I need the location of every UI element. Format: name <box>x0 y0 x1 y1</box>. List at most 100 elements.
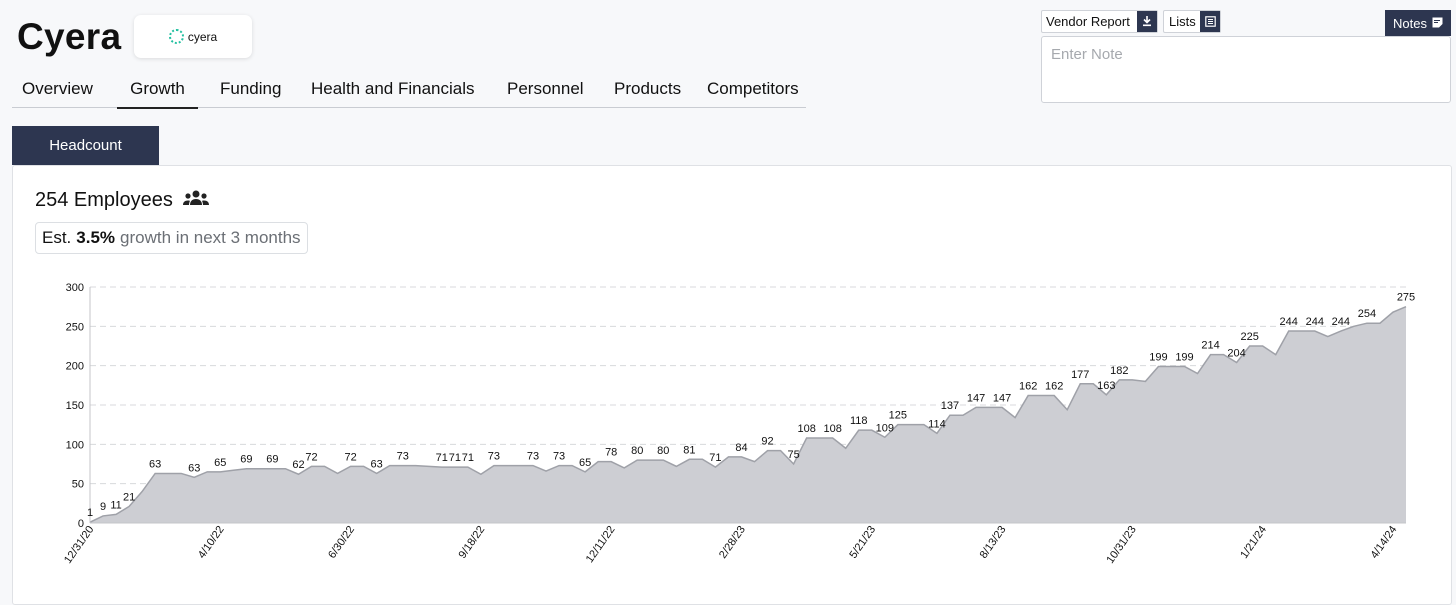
data-label: 81 <box>683 444 695 456</box>
data-label: 162 <box>1019 381 1037 393</box>
data-label: 199 <box>1149 351 1167 363</box>
tab-personnel[interactable]: Personnel <box>507 79 584 98</box>
vendor-report-button[interactable]: Vendor Report <box>1041 10 1158 33</box>
tab-overview[interactable]: Overview <box>22 79 93 98</box>
data-label: 225 <box>1240 331 1258 343</box>
y-tick-label: 300 <box>66 282 84 294</box>
tab-headcount[interactable]: Headcount <box>12 126 159 165</box>
data-label: 147 <box>967 392 985 404</box>
y-tick-label: 50 <box>72 479 84 491</box>
vendor-report-label: Vendor Report <box>1046 14 1130 29</box>
logo-text: cyera <box>187 29 218 44</box>
data-label: 71 <box>709 452 721 464</box>
data-label: 204 <box>1227 348 1245 360</box>
x-tick-label: 9/18/22 <box>456 524 487 561</box>
data-label: 114 <box>928 418 946 430</box>
employee-count: 254 Employees <box>35 189 209 212</box>
headcount-area <box>90 306 1406 523</box>
data-label: 71 <box>449 452 461 464</box>
data-label: 244 <box>1280 316 1298 328</box>
x-tick-label: 8/13/23 <box>978 524 1009 561</box>
data-label: 63 <box>371 458 383 470</box>
y-tick-label: 200 <box>66 361 84 373</box>
data-label: 118 <box>850 415 868 427</box>
tab-bar: Overview Growth Funding Health and Finan… <box>12 75 806 109</box>
lists-label: Lists <box>1169 14 1196 29</box>
lists-button[interactable]: Lists <box>1163 10 1221 33</box>
list-icon <box>1200 11 1220 32</box>
data-label: 80 <box>657 445 669 457</box>
tab-funding[interactable]: Funding <box>220 79 282 98</box>
data-label: 109 <box>876 422 894 434</box>
data-label: 21 <box>123 491 135 503</box>
data-label: 177 <box>1071 369 1089 381</box>
data-label: 71 <box>436 452 448 464</box>
x-tick-label: 5/21/23 <box>847 524 878 561</box>
data-label: 65 <box>214 457 226 469</box>
data-label: 244 <box>1306 316 1324 328</box>
growth-estimate-badge: Est. 3.5% growth in next 3 months <box>35 222 308 254</box>
company-name: Cyera <box>17 16 122 57</box>
data-label: 147 <box>993 392 1011 404</box>
data-label: 73 <box>553 451 565 463</box>
data-label: 199 <box>1175 351 1193 363</box>
tab-growth[interactable]: Growth <box>117 75 198 109</box>
data-label: 75 <box>787 449 799 461</box>
note-icon <box>1432 16 1443 31</box>
tab-products[interactable]: Products <box>614 79 682 98</box>
data-label: 80 <box>631 445 643 457</box>
data-label: 214 <box>1201 340 1219 352</box>
data-label: 73 <box>527 451 539 463</box>
y-tick-label: 250 <box>66 321 84 333</box>
data-label: 63 <box>188 462 200 474</box>
data-label: 78 <box>605 447 617 459</box>
data-label: 162 <box>1045 381 1063 393</box>
x-tick-label: 4/14/24 <box>1369 524 1400 561</box>
data-label: 63 <box>149 458 161 470</box>
x-tick-label: 6/30/22 <box>326 524 357 561</box>
x-tick-label: 4/10/22 <box>196 524 227 561</box>
data-label: 73 <box>397 451 409 463</box>
headcount-line <box>89 305 1407 523</box>
y-tick-label: 0 <box>78 518 84 530</box>
notes-label: Notes <box>1393 15 1427 31</box>
tab-health-and-financials[interactable]: Health and Financials <box>311 79 475 98</box>
data-label: 163 <box>1097 380 1115 392</box>
company-logo: cyera <box>134 15 252 58</box>
data-label: 62 <box>292 459 304 471</box>
data-label: 11 <box>110 499 121 511</box>
data-label: 108 <box>797 423 815 435</box>
x-tick-label: 1/21/24 <box>1238 524 1269 561</box>
cyera-logo-icon <box>168 29 184 44</box>
data-label: 1 <box>87 507 93 519</box>
x-tick-label: 12/11/22 <box>584 524 618 565</box>
data-label: 69 <box>240 454 252 466</box>
data-label: 72 <box>305 451 317 463</box>
notes-button[interactable]: Notes <box>1385 10 1451 36</box>
data-label: 72 <box>344 451 356 463</box>
data-label: 125 <box>889 410 907 422</box>
data-label: 254 <box>1358 308 1376 320</box>
growth-suffix: growth in next 3 months <box>120 228 301 247</box>
data-label: 275 <box>1397 292 1415 304</box>
data-label: 71 <box>462 452 474 464</box>
y-tick-label: 100 <box>66 439 84 451</box>
x-tick-label: 12/31/20 <box>62 524 96 566</box>
data-label: 182 <box>1110 365 1128 377</box>
download-icon <box>1137 11 1157 32</box>
x-tick-label: 2/28/23 <box>717 524 748 561</box>
data-label: 73 <box>488 451 500 463</box>
data-label: 84 <box>735 442 747 454</box>
data-label: 9 <box>100 501 106 513</box>
growth-prefix: Est. <box>42 228 72 247</box>
data-label: 244 <box>1332 316 1350 328</box>
y-tick-label: 150 <box>66 400 84 412</box>
data-label: 65 <box>579 457 591 469</box>
tab-competitors[interactable]: Competitors <box>707 79 799 98</box>
data-label: 137 <box>941 400 959 412</box>
note-input[interactable] <box>1041 36 1451 103</box>
x-tick-label: 10/31/23 <box>1104 524 1138 566</box>
growth-percent: 3.5% <box>76 228 116 247</box>
employee-count-text: 254 Employees <box>35 189 173 211</box>
